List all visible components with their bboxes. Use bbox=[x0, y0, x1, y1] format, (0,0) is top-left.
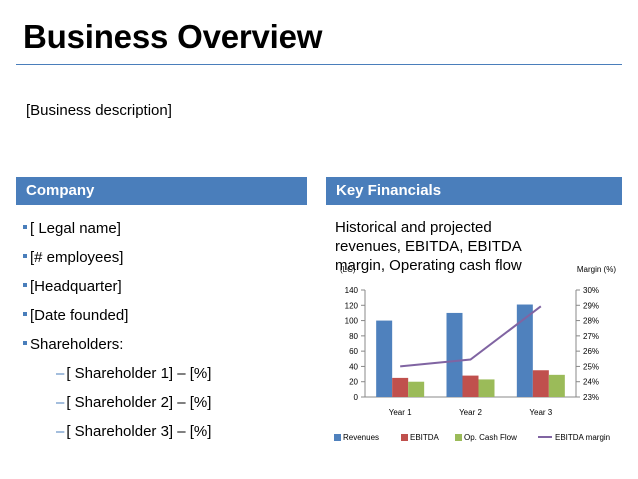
bar-op-cash-flow bbox=[478, 379, 495, 397]
bar-op-cash-flow bbox=[548, 374, 565, 397]
business-description: [Business description] bbox=[26, 102, 172, 119]
x-tick-label: Year 1 bbox=[389, 408, 412, 417]
company-list: [ Legal name] [# employees] [Headquarter… bbox=[23, 218, 128, 363]
list-item: [ Legal name] bbox=[23, 218, 128, 247]
shareholder-list: –[ Shareholder 1] – [%] –[ Shareholder 2… bbox=[56, 363, 211, 450]
y-tick-label: 120 bbox=[345, 301, 359, 310]
list-item: –[ Shareholder 2] – [%] bbox=[56, 392, 211, 421]
y2-tick-label: 26% bbox=[583, 347, 599, 356]
y2-axis-label: Margin (%) bbox=[577, 265, 616, 274]
y-tick-label: 60 bbox=[349, 347, 358, 356]
list-item: Shareholders: bbox=[23, 334, 128, 363]
y-axis-label: (LC) bbox=[340, 265, 356, 274]
bar-op-cash-flow bbox=[408, 381, 425, 397]
bar-ebitda bbox=[392, 377, 409, 397]
list-item-label: [ Shareholder 1] – [%] bbox=[66, 365, 212, 382]
list-item-label: [ Shareholder 3] – [%] bbox=[66, 423, 212, 440]
bullet-icon bbox=[23, 283, 27, 288]
y2-tick-label: 30% bbox=[583, 286, 599, 295]
legend-label: EBITDA bbox=[410, 433, 440, 442]
company-section-header: Company bbox=[16, 177, 307, 205]
bullet-icon bbox=[23, 254, 27, 259]
legend-swatch bbox=[455, 434, 462, 441]
dash-icon: – bbox=[56, 365, 65, 382]
bar-revenues bbox=[516, 304, 533, 397]
list-item: [Date founded] bbox=[23, 305, 128, 334]
y-tick-label: 40 bbox=[349, 362, 358, 371]
legend-label: Revenues bbox=[343, 433, 379, 442]
y2-tick-label: 28% bbox=[583, 317, 599, 326]
list-item-label: [Headquarter] bbox=[30, 278, 122, 295]
list-item-label: [ Legal name] bbox=[30, 220, 121, 237]
dash-icon: – bbox=[56, 423, 65, 440]
bar-revenues bbox=[376, 320, 393, 397]
legend-swatch bbox=[401, 434, 408, 441]
bar-revenues bbox=[446, 312, 463, 397]
y2-tick-label: 27% bbox=[583, 332, 599, 341]
bar-ebitda bbox=[462, 375, 479, 397]
legend-label: EBITDA margin bbox=[555, 433, 610, 442]
list-item: –[ Shareholder 1] – [%] bbox=[56, 363, 211, 392]
bullet-icon bbox=[23, 341, 27, 346]
legend-swatch bbox=[334, 434, 341, 441]
legend-label: Op. Cash Flow bbox=[464, 433, 517, 442]
y-tick-label: 80 bbox=[349, 332, 358, 341]
dash-icon: – bbox=[56, 394, 65, 411]
x-tick-label: Year 3 bbox=[529, 408, 552, 417]
page-title: Business Overview bbox=[23, 18, 323, 55]
y2-tick-label: 25% bbox=[583, 362, 599, 371]
margin-line bbox=[400, 305, 542, 368]
bar-ebitda bbox=[532, 370, 549, 397]
list-item: [# employees] bbox=[23, 247, 128, 276]
bullet-icon bbox=[23, 312, 27, 317]
financials-section-header: Key Financials bbox=[326, 177, 622, 205]
y-tick-label: 100 bbox=[345, 317, 359, 326]
financials-chart: 0 20 40 60 80 100 120 140 23% 24% 25% 26% 27% 28% 29% 3… bbox=[334, 265, 616, 442]
list-item: –[ Shareholder 3] – [%] bbox=[56, 421, 211, 450]
list-item: [Headquarter] bbox=[23, 276, 128, 305]
y-tick-label: 20 bbox=[349, 378, 358, 387]
y2-tick-label: 23% bbox=[583, 393, 599, 402]
list-item-label: [Date founded] bbox=[30, 307, 129, 324]
y-tick-label: 0 bbox=[354, 393, 359, 402]
bullet-icon bbox=[23, 225, 27, 230]
x-tick-label: Year 2 bbox=[459, 408, 482, 417]
list-item-label: Shareholders: bbox=[30, 336, 124, 353]
title-divider bbox=[16, 64, 622, 65]
y-tick-label: 140 bbox=[345, 286, 359, 295]
list-item-label: [# employees] bbox=[30, 249, 124, 266]
list-item-label: [ Shareholder 2] – [%] bbox=[66, 394, 212, 411]
y2-tick-label: 29% bbox=[583, 301, 599, 310]
y2-tick-label: 24% bbox=[583, 378, 599, 387]
financials-description: Historical and projected revenues, EBITD… bbox=[335, 219, 522, 274]
